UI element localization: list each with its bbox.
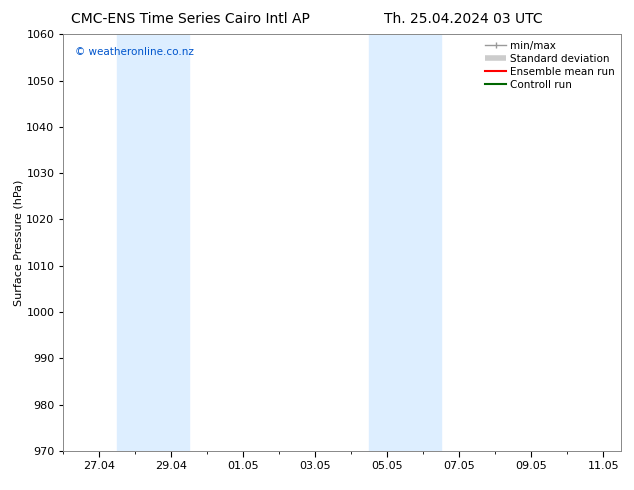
Bar	[117, 34, 190, 451]
Bar	[370, 34, 441, 451]
Legend: min/max, Standard deviation, Ensemble mean run, Controll run: min/max, Standard deviation, Ensemble me…	[481, 36, 619, 94]
Text: CMC-ENS Time Series Cairo Intl AP: CMC-ENS Time Series Cairo Intl AP	[71, 12, 309, 26]
Text: © weatheronline.co.nz: © weatheronline.co.nz	[75, 47, 193, 57]
Text: Th. 25.04.2024 03 UTC: Th. 25.04.2024 03 UTC	[384, 12, 542, 26]
Y-axis label: Surface Pressure (hPa): Surface Pressure (hPa)	[13, 179, 23, 306]
